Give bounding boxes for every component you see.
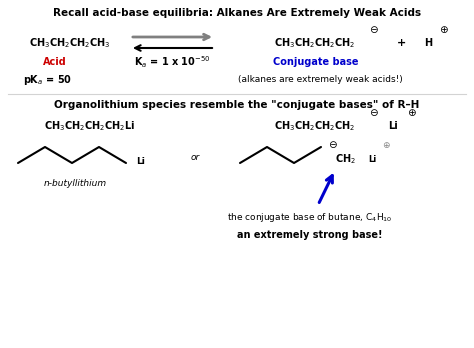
Text: Acid: Acid <box>43 57 67 67</box>
Text: CH$_2$: CH$_2$ <box>335 152 356 166</box>
Text: CH$_3$CH$_2$CH$_2$CH$_2$Li: CH$_3$CH$_2$CH$_2$CH$_2$Li <box>45 119 136 133</box>
Text: ⊕: ⊕ <box>382 142 390 150</box>
Text: H: H <box>424 38 432 48</box>
Text: ⊖: ⊖ <box>328 140 337 150</box>
Text: CH$_3$CH$_2$CH$_2$CH$_3$: CH$_3$CH$_2$CH$_2$CH$_3$ <box>29 36 111 50</box>
Text: ⊖: ⊖ <box>369 25 377 35</box>
Text: Conjugate base: Conjugate base <box>273 57 359 67</box>
Text: pK$_a$ = 50: pK$_a$ = 50 <box>23 73 73 87</box>
Text: CH$_3$CH$_2$CH$_2$CH$_2$: CH$_3$CH$_2$CH$_2$CH$_2$ <box>274 119 356 133</box>
Text: n-butyllithium: n-butyllithium <box>44 179 107 188</box>
Text: CH$_3$CH$_2$CH$_2$CH$_2$: CH$_3$CH$_2$CH$_2$CH$_2$ <box>274 36 356 50</box>
Text: Li: Li <box>368 155 376 164</box>
Text: Recall acid-base equilibria: Alkanes Are Extremely Weak Acids: Recall acid-base equilibria: Alkanes Are… <box>53 8 421 18</box>
Text: ⊕: ⊕ <box>438 25 447 35</box>
Text: ⊕: ⊕ <box>407 108 415 118</box>
Text: an extremely strong base!: an extremely strong base! <box>237 230 383 240</box>
Text: ⊖: ⊖ <box>369 108 377 118</box>
Text: K$_a$ = 1 x 10$^{-50}$: K$_a$ = 1 x 10$^{-50}$ <box>134 54 210 70</box>
Text: Li: Li <box>388 121 398 131</box>
Text: +: + <box>397 38 407 48</box>
Text: Organolithium species resemble the "conjugate bases" of R–H: Organolithium species resemble the "conj… <box>55 100 419 110</box>
Text: the conjugate base of butane, C$_4$H$_{10}$: the conjugate base of butane, C$_4$H$_{1… <box>227 212 393 224</box>
Text: (alkanes are extremely weak acids!): (alkanes are extremely weak acids!) <box>237 76 402 85</box>
Text: Li: Li <box>136 158 145 166</box>
Text: or: or <box>191 153 200 163</box>
